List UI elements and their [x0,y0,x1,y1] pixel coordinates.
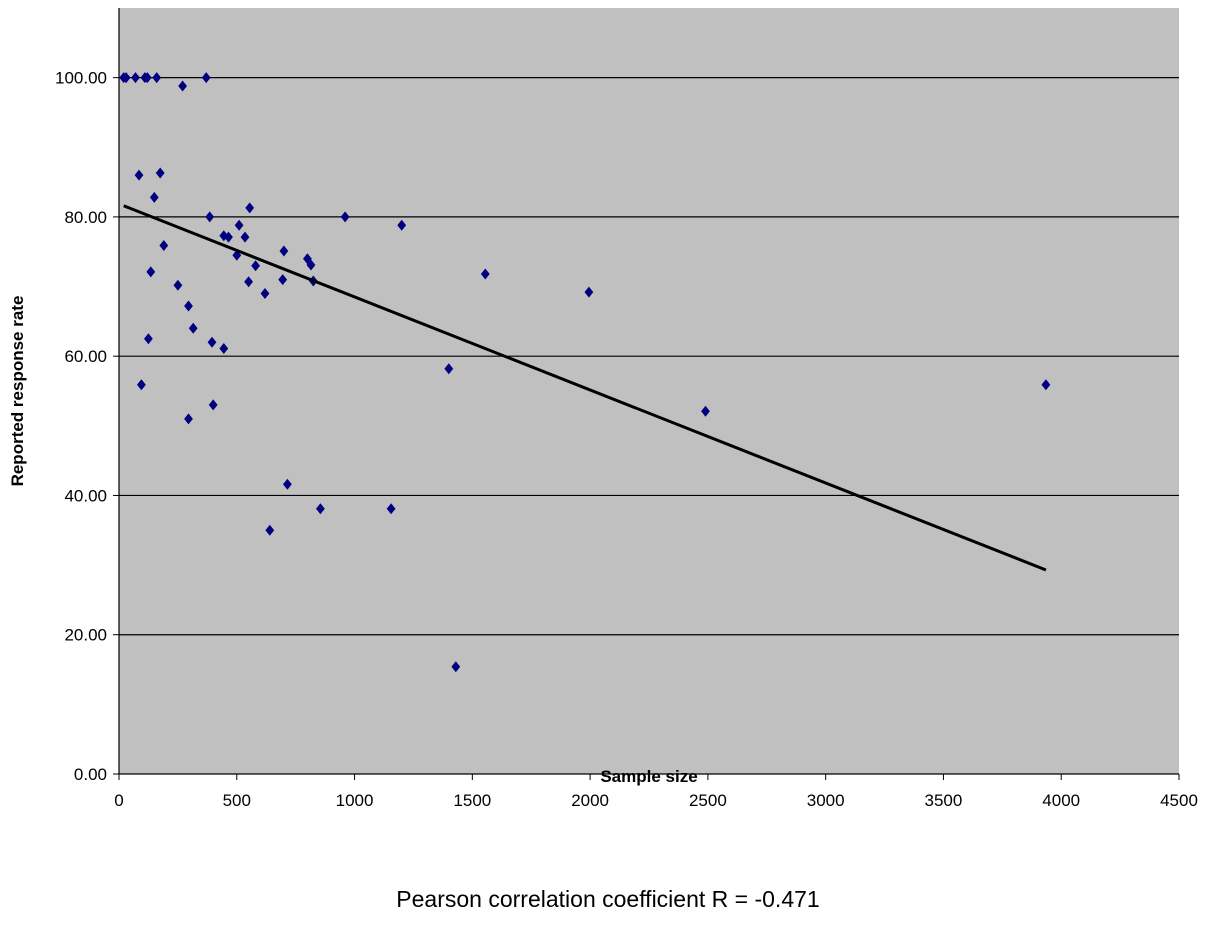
data-point-14 [184,300,193,312]
x-axis-ticks: 0 500 1000 1500 2000 2500 3000 3500 4000 4500 [114,774,1198,810]
data-point-39 [444,363,454,375]
x-axis-title: Sample size [600,767,697,786]
data-point-41 [584,286,594,298]
x-tick-label-7: 3500 [925,791,963,810]
plot-area [119,8,1179,774]
data-point-12 [146,266,156,278]
data-point-19 [205,211,215,223]
data-point-10 [149,191,159,203]
data-point-35 [306,259,316,271]
data-point-37 [340,211,350,223]
y-axis-ticks: 0.00 20.00 40.00 60.00 80.00 100.00 [55,69,119,784]
data-point-2 [131,72,140,84]
data-point-26 [234,219,244,231]
x-tick-label-0: 0 [114,791,123,810]
data-point-13 [173,279,183,291]
data-point-42 [701,405,710,417]
trendline-group [123,204,1047,572]
y-axis-title: Reported response rate [8,296,27,487]
x-tick-label-2: 1000 [336,791,374,810]
data-point-43 [1041,379,1051,391]
x-tick-label-3: 1500 [453,791,491,810]
trendline [123,204,1047,572]
data-point-47 [386,503,396,515]
data-point-17 [137,379,146,391]
data-point-15 [144,333,153,345]
x-tick-label-5: 2500 [689,791,727,810]
data-point-11 [159,240,169,251]
x-tick-label-8: 4000 [1042,791,1080,810]
data-point-28 [245,202,255,214]
data-point-38 [397,219,407,231]
y-tick-label-0: 0.00 [74,765,107,784]
data-point-8 [134,169,144,181]
x-tick-label-1: 500 [223,791,251,810]
data-point-16 [188,322,198,334]
data-point-18 [184,413,193,425]
data-point-6 [201,72,211,84]
y-tick-label-1: 20.00 [64,626,107,645]
data-point-45 [283,478,292,490]
data-point-33 [278,274,288,286]
y-tick-label-3: 60.00 [64,347,107,366]
data-point-46 [316,503,325,515]
data-points [119,72,1051,673]
y-tick-label-4: 80.00 [64,208,107,227]
gridlines [119,77,1179,636]
data-point-27 [240,231,250,243]
data-point-48 [451,661,461,673]
data-point-21 [219,343,229,354]
data-point-30 [244,276,253,288]
x-tick-label-9: 4500 [1160,791,1198,810]
axes [118,8,1179,775]
y-tick-label-2: 40.00 [64,486,107,505]
data-point-44 [265,524,275,536]
y-tick-label-5: 100.00 [55,69,107,88]
data-point-9 [155,167,165,179]
data-point-7 [178,80,187,92]
data-point-20 [207,336,217,348]
data-point-40 [480,268,490,280]
x-tick-label-4: 2000 [571,791,609,810]
data-point-4 [142,72,152,84]
data-point-32 [279,245,289,257]
data-point-1 [121,72,131,84]
correlation-annotation: Pearson correlation coefficient R = -0.4… [396,886,819,912]
data-point-31 [260,288,270,299]
x-tick-label-6: 3000 [807,791,845,810]
data-point-29 [251,260,260,272]
data-point-22 [208,399,218,411]
data-point-5 [152,72,162,84]
data-point-24 [224,231,233,243]
